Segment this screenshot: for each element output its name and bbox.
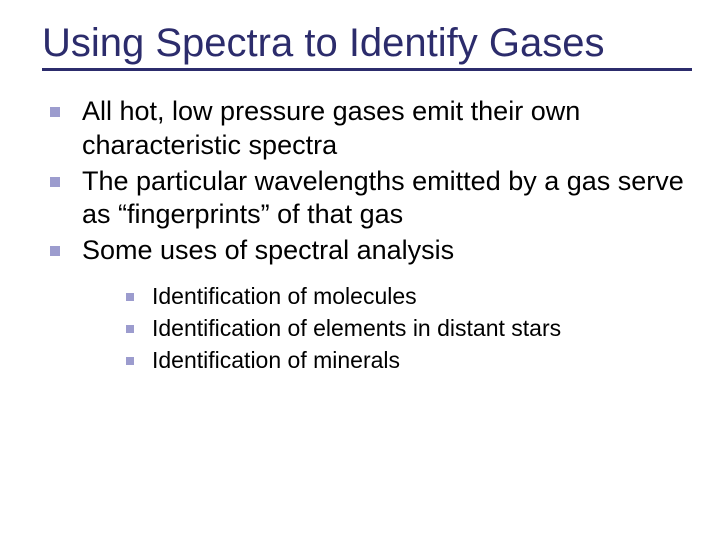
list-item-text: All hot, low pressure gases emit their o…	[82, 95, 692, 163]
square-bullet-icon	[126, 357, 134, 365]
slide: Using Spectra to Identify Gases All hot,…	[0, 0, 720, 540]
slide-title: Using Spectra to Identify Gases	[42, 20, 692, 66]
list-item-text: The particular wavelengths emitted by a …	[82, 165, 692, 233]
square-bullet-icon	[50, 177, 60, 187]
square-bullet-icon	[50, 107, 60, 117]
square-bullet-icon	[126, 293, 134, 301]
list-item: Identification of molecules	[126, 282, 692, 312]
list-item-text: Identification of minerals	[152, 346, 692, 376]
list-item: Identification of elements in distant st…	[126, 314, 692, 344]
square-bullet-icon	[126, 325, 134, 333]
list-item-text: Some uses of spectral analysis	[82, 234, 692, 268]
list-item: All hot, low pressure gases emit their o…	[50, 95, 692, 163]
list-item: Identification of minerals	[126, 346, 692, 376]
list-item: Some uses of spectral analysis	[50, 234, 692, 268]
list-item-text: Identification of elements in distant st…	[152, 314, 692, 344]
bullet-list-level2: Identification of molecules Identificati…	[126, 282, 692, 376]
list-item: The particular wavelengths emitted by a …	[50, 165, 692, 233]
square-bullet-icon	[50, 246, 60, 256]
title-underline	[42, 68, 692, 71]
bullet-list-level1: All hot, low pressure gases emit their o…	[50, 95, 692, 268]
list-item-text: Identification of molecules	[152, 282, 692, 312]
